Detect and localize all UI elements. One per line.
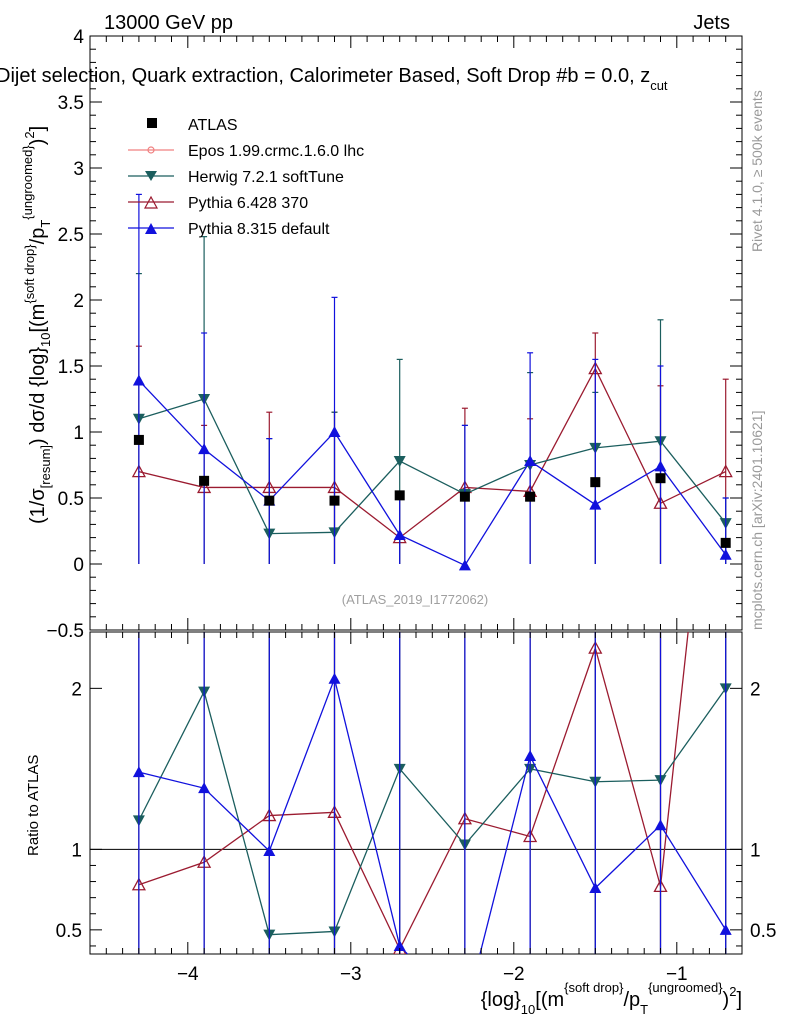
y-axis-label-ratio: Ratio to ATLAS	[25, 755, 42, 856]
process-label: Jets	[693, 12, 730, 34]
series-line-py8	[138, 380, 727, 567]
ratio-point-py8	[263, 844, 276, 856]
legend-marker-py6	[143, 195, 159, 209]
main-plot-area	[131, 193, 733, 571]
ratio-y-tick-label-right: 2	[750, 679, 761, 700]
y-tick-label: 2.5	[58, 225, 84, 246]
data-point-atlas	[525, 491, 536, 502]
data-point-py8	[458, 559, 471, 571]
legend-marker-py8	[145, 223, 157, 234]
data-point-py8	[328, 426, 341, 437]
ratio-point-py8	[589, 881, 602, 893]
legend-label-herwig: Herwig 7.2.1 softTune	[188, 169, 344, 186]
ratio-y-tick-label: 0.5	[56, 921, 82, 942]
x-tick-label: −1	[666, 964, 688, 985]
ratio-point-py8	[719, 923, 732, 935]
data-point-atlas	[133, 434, 144, 445]
ratio-plot-area	[90, 280, 742, 1019]
data-point-atlas	[329, 495, 340, 506]
legend-label-atlas: ATLAS	[188, 117, 238, 134]
ratio-y-tick-label-right: 0.5	[750, 921, 776, 942]
ratio-point-py8	[524, 749, 537, 761]
data-point-atlas	[590, 477, 601, 488]
series-line-py6	[138, 367, 726, 539]
plot-title-main: Dijet selection, Quark extraction, Calor…	[0, 65, 650, 87]
legend-label-py6: Pythia 6.428 370	[188, 195, 308, 212]
data-point-py8	[654, 460, 667, 472]
legend-marker-herwig	[145, 171, 157, 181]
x-tick-label: −3	[340, 964, 362, 985]
y-tick-label: −0.5	[46, 621, 84, 642]
y-tick-label: 3.5	[58, 93, 84, 114]
ratio-point-py8	[198, 782, 211, 794]
y-tick-label: 0.5	[58, 489, 84, 510]
ratio-point-py8	[459, 1008, 471, 1019]
data-point-py8	[393, 528, 406, 540]
y-tick-label: 1.5	[58, 357, 84, 378]
ratio-y-tick-label: 2	[71, 679, 82, 700]
y-tick-label: 4	[73, 27, 84, 48]
ratio-line-herwig	[138, 687, 727, 936]
data-point-atlas	[655, 473, 666, 484]
data-point-atlas	[264, 495, 275, 506]
ratio-line-py8	[138, 676, 727, 954]
plot-title-subscript: cut	[650, 78, 668, 93]
axes: −0.5 0 0.5 1 1.5 2 2.5 3 3.5 4 −4 −3 −2 −1 0.5 0.5 1 1 2 2	[46, 27, 776, 985]
data-point-herwig	[393, 456, 406, 468]
data-point-atlas	[199, 475, 210, 486]
analysis-id: (ATLAS_2019_I1772062)	[342, 592, 488, 607]
ratio-y-tick-label: 1	[71, 840, 82, 861]
data-point-py8	[719, 548, 732, 560]
ratio-point-py6	[720, 280, 732, 291]
ratio-plot-frame	[89, 631, 743, 955]
legend-label-epos: Epos 1.99.crmc.1.6.0 lhc	[188, 143, 364, 160]
energy-label: 13000 GeV pp	[104, 12, 233, 34]
y-tick-label: 0	[73, 555, 84, 576]
data-point-py8	[198, 443, 211, 455]
legend: ATLAS Epos 1.99.crmc.1.6.0 lhc Herwig 7.…	[128, 117, 364, 238]
data-point-py8	[524, 455, 537, 467]
ratio-point-py8	[328, 672, 341, 684]
legend-marker-atlas	[147, 118, 157, 128]
data-point-py6	[718, 464, 733, 478]
y-tick-label: 1	[73, 423, 84, 444]
y-tick-label: 3	[73, 159, 84, 180]
rivet-version-label: Rivet 4.1.0, ≥ 500k events	[749, 90, 765, 252]
series-line-herwig	[138, 398, 727, 535]
y-tick-label: 2	[73, 291, 84, 312]
x-tick-label: −4	[177, 964, 199, 985]
legend-label-py8: Pythia 8.315 default	[188, 221, 330, 238]
plot-title: Dijet selection, Quark extraction, Calor…	[0, 65, 668, 93]
data-point-py8	[132, 374, 145, 386]
y-axis-label-main: (1/σ[resum]) dσ/d {log}10[(m{soft drop}/…	[20, 126, 53, 524]
ratio-point-py8	[654, 819, 667, 831]
x-axis-label: {log}10[(m{soft drop}/pT{ungroomed})2]	[481, 980, 742, 1017]
data-point-atlas	[459, 491, 470, 502]
data-point-py8	[589, 498, 602, 510]
data-point-atlas	[720, 537, 731, 548]
ratio-point-py8	[132, 766, 145, 778]
ratio-line-py6	[138, 632, 689, 951]
ratio-y-tick-label-right: 1	[750, 840, 761, 861]
mcplots-label: mcplots.cern.ch [arXiv:2401.10621]	[749, 411, 765, 630]
legend-marker-epos	[147, 146, 155, 154]
ratio-point-py8	[393, 939, 406, 951]
data-point-atlas	[394, 490, 405, 501]
x-tick-label: −2	[503, 964, 525, 985]
